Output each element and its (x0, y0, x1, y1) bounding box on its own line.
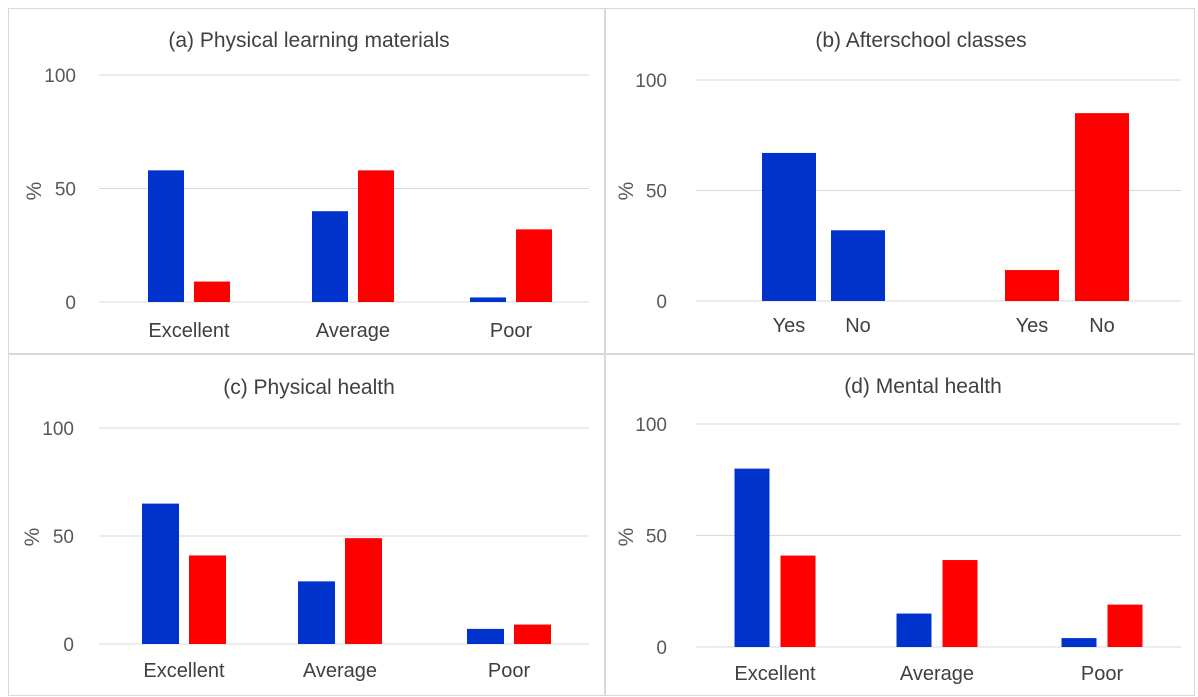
chart-a-ytick-label: 100 (44, 66, 76, 87)
chart-d-ytick-label: 50 (646, 527, 667, 548)
chart-b-ytick-label: 0 (656, 292, 667, 313)
chart-c-bar (514, 624, 551, 644)
chart-c-ylabel: % (21, 528, 44, 547)
chart-a-plot: 0 50 100 Excellent Average Poor (44, 66, 589, 342)
chart-d-title: (d) Mental health (844, 375, 1002, 398)
chart-c-category-label: Average (303, 660, 377, 682)
chart-a-ylabel: % (23, 182, 46, 201)
chart-panel-d: (d) Mental health % 0 50 100 Excellent Avera… (605, 354, 1195, 696)
chart-d-category-label: Average (900, 663, 974, 685)
chart-c-ytick-label: 50 (53, 527, 74, 548)
chart-a-title: (a) Physical learning materials (168, 29, 449, 52)
chart-a-bar (358, 170, 394, 302)
chart-a-bar (148, 170, 184, 302)
chart-a-ytick-label: 50 (55, 180, 76, 201)
chart-a-bar (470, 297, 506, 302)
chart-d-bar (734, 468, 770, 647)
chart-d-plot: 0 50 100 Excellent Average Poor (635, 415, 1181, 685)
chart-c-title: (c) Physical health (223, 376, 395, 399)
chart-d-ytick-label: 100 (635, 415, 667, 436)
chart-b-svg: (b) Afterschool classes % 0 50 100 Yes No Yes… (615, 29, 1181, 337)
chart-b-category-label: No (1089, 315, 1115, 337)
chart-b-bar (762, 152, 816, 301)
chart-a-ytick-label: 0 (65, 293, 76, 314)
chart-d-bar (1107, 604, 1143, 647)
chart-c-bar (298, 581, 335, 644)
chart-d-bar (942, 560, 978, 647)
chart-a-svg: (a) Physical learning materials % 0 50 100… (23, 29, 589, 342)
chart-c-category-label: Excellent (143, 660, 225, 682)
chart-a-bar (516, 229, 552, 302)
chart-c-ytick-label: 0 (63, 635, 74, 656)
chart-b-category-label: No (845, 315, 871, 337)
chart-b-bar (1005, 270, 1059, 301)
chart-panel-a: (a) Physical learning materials % 0 50 100… (8, 8, 605, 354)
chart-c-bar (189, 555, 226, 644)
chart-d-category-label: Poor (1081, 663, 1124, 685)
chart-a-bar (312, 211, 348, 302)
chart-d-category-label: Excellent (734, 663, 816, 685)
chart-d-bar (1061, 638, 1097, 647)
chart-b-bar (1075, 113, 1129, 302)
chart-c-ytick-label: 100 (42, 419, 74, 440)
chart-d-bar (780, 555, 816, 647)
chart-b-ytick-label: 100 (635, 71, 667, 92)
chart-a-category-label: Average (316, 320, 390, 342)
chart-d-bar (896, 613, 932, 647)
chart-a-category-label: Excellent (148, 320, 230, 342)
chart-d-svg: (d) Mental health % 0 50 100 Excellent Avera… (615, 375, 1181, 685)
chart-c-bar (345, 538, 382, 644)
chart-c-category-label: Poor (488, 660, 531, 682)
chart-panel-c: (c) Physical health % 0 50 100 Excellent Ave… (8, 354, 605, 696)
chart-b-ylabel: % (615, 182, 638, 201)
chart-b-ytick-label: 50 (646, 182, 667, 203)
chart-c-bar (142, 503, 179, 644)
chart-b-plot: 0 50 100 Yes No Yes No (635, 71, 1181, 337)
chart-c-plot: 0 50 100 Excellent Average Poor (42, 419, 589, 682)
chart-b-title: (b) Afterschool classes (815, 29, 1026, 52)
chart-panel-b: (b) Afterschool classes % 0 50 100 Yes No Yes… (605, 8, 1195, 354)
chart-d-ytick-label: 0 (656, 638, 667, 659)
chart-b-bar (831, 230, 885, 301)
chart-a-category-label: Poor (490, 320, 533, 342)
chart-d-ylabel: % (615, 528, 638, 547)
chart-b-category-label: Yes (773, 315, 806, 337)
chart-b-category-label: Yes (1016, 315, 1049, 337)
chart-a-bar (194, 281, 230, 302)
chart-c-bar (467, 628, 504, 644)
chart-c-svg: (c) Physical health % 0 50 100 Excellent Ave… (21, 376, 589, 682)
